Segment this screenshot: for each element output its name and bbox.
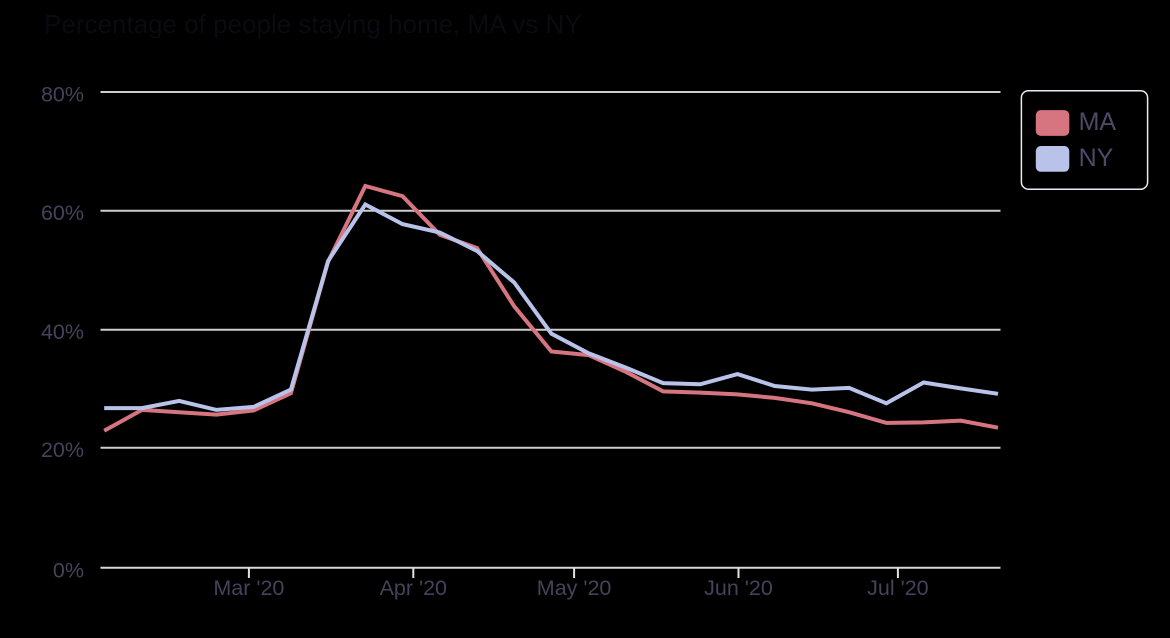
svg-text:60%: 60% bbox=[41, 201, 84, 225]
svg-text:80%: 80% bbox=[41, 83, 84, 107]
svg-text:0%: 0% bbox=[53, 559, 84, 583]
svg-text:Jun '20: Jun '20 bbox=[704, 576, 773, 600]
svg-text:Apr '20: Apr '20 bbox=[380, 576, 447, 600]
svg-text:Percentage of people staying h: Percentage of people staying home, MA vs… bbox=[44, 9, 582, 39]
svg-text:40%: 40% bbox=[41, 320, 84, 344]
svg-text:20%: 20% bbox=[41, 438, 84, 462]
svg-text:Mar '20: Mar '20 bbox=[213, 576, 284, 600]
svg-text:Jul '20: Jul '20 bbox=[867, 576, 929, 600]
svg-text:MA: MA bbox=[1079, 108, 1117, 136]
svg-text:NY: NY bbox=[1079, 144, 1114, 172]
svg-text:May '20: May '20 bbox=[537, 576, 612, 600]
